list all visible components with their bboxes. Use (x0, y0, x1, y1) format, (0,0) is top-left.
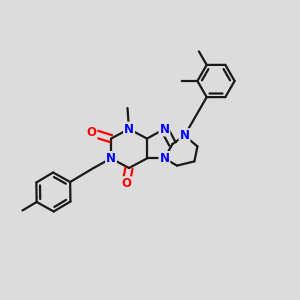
Text: N: N (159, 152, 170, 165)
Text: N: N (124, 122, 134, 136)
Text: O: O (121, 177, 131, 190)
Text: N: N (179, 129, 190, 142)
Text: O: O (86, 126, 97, 139)
Text: N: N (106, 152, 116, 165)
Text: N: N (159, 122, 170, 136)
